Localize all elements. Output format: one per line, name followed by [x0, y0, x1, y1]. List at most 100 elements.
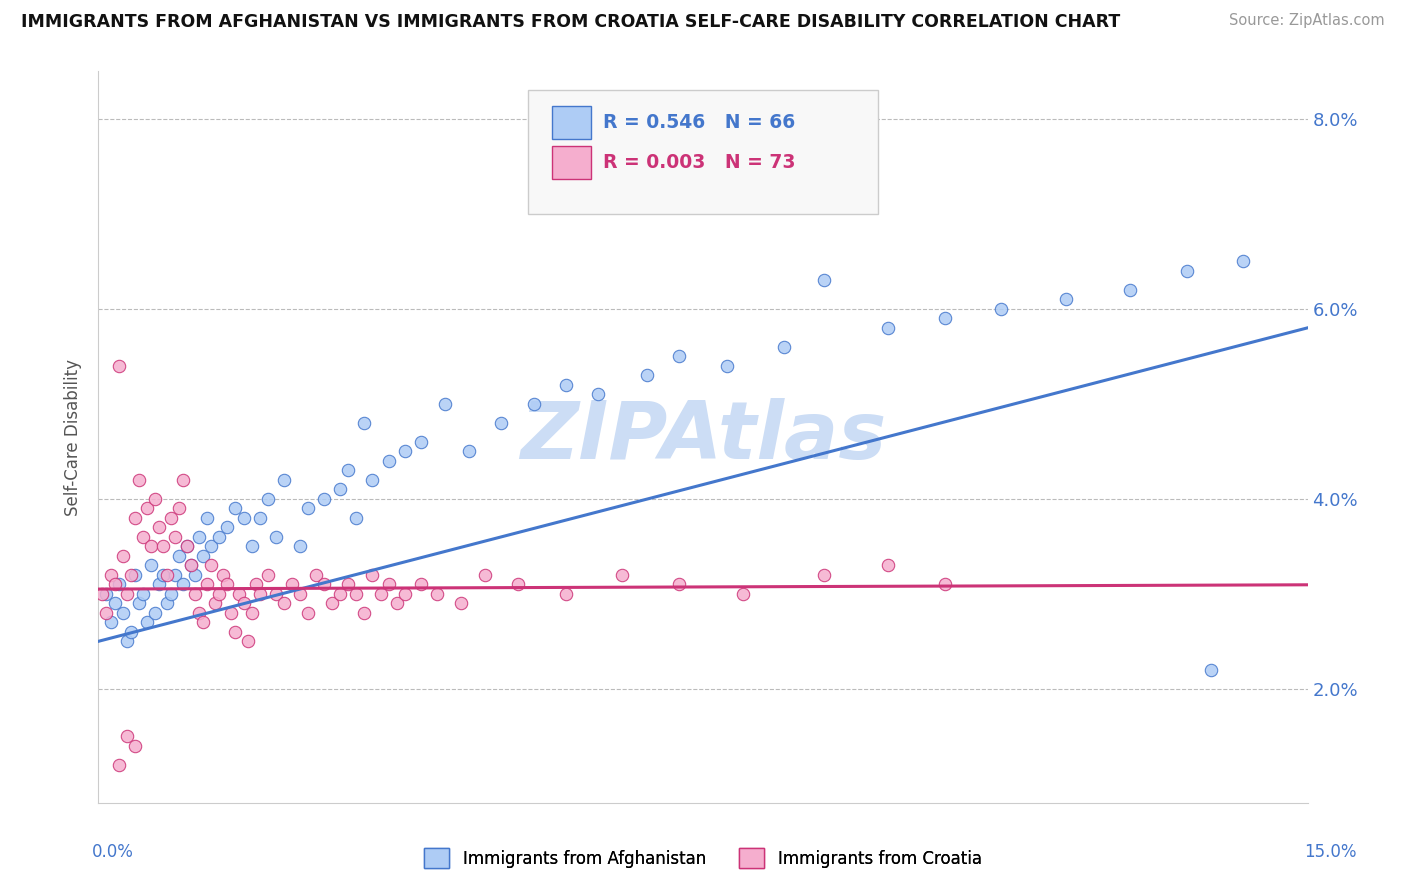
Point [506, 577, 529, 591]
Point [120, 567, 142, 582]
Point [128, 473, 150, 487]
Text: IMMIGRANTS FROM AFGHANISTAN VS IMMIGRANTS FROM CROATIA SELF-CARE DISABILITY CORR: IMMIGRANTS FROM AFGHANISTAN VS IMMIGRANT… [21, 13, 1121, 31]
Point [264, 587, 287, 601]
Point [176, 539, 198, 553]
Point [256, 567, 278, 582]
Point [124, 511, 146, 525]
Point [434, 397, 457, 411]
Point [139, 558, 162, 573]
Point [990, 301, 1012, 316]
Point [273, 596, 295, 610]
Point [409, 434, 432, 449]
Text: ZIPAtlas: ZIPAtlas [520, 398, 886, 476]
Legend: Immigrants from Afghanistan, Immigrants from Croatia: Immigrants from Afghanistan, Immigrants … [418, 841, 988, 875]
FancyBboxPatch shape [551, 106, 591, 139]
Point [555, 587, 578, 601]
Point [329, 483, 352, 497]
Point [111, 606, 134, 620]
Point [236, 634, 259, 648]
Point [132, 530, 155, 544]
Point [221, 606, 243, 620]
Point [256, 491, 278, 506]
Point [195, 511, 218, 525]
Point [143, 606, 166, 620]
Point [370, 587, 392, 601]
Point [115, 729, 138, 743]
Point [523, 397, 546, 411]
Point [160, 587, 183, 601]
Point [409, 577, 432, 591]
Point [167, 549, 190, 563]
Point [1232, 254, 1254, 268]
Point [160, 511, 183, 525]
Point [107, 757, 129, 772]
Point [288, 539, 311, 553]
Point [249, 587, 271, 601]
Point [314, 491, 336, 506]
Point [224, 624, 246, 639]
Point [353, 606, 375, 620]
Point [385, 596, 408, 610]
Text: R = 0.546   N = 66: R = 0.546 N = 66 [603, 113, 794, 132]
Point [156, 567, 179, 582]
Point [337, 577, 360, 591]
Y-axis label: Self-Care Disability: Self-Care Disability [65, 359, 83, 516]
Point [458, 444, 481, 458]
Point [813, 567, 835, 582]
Point [156, 596, 179, 610]
Point [152, 567, 174, 582]
Point [208, 530, 231, 544]
Point [180, 558, 202, 573]
Point [188, 530, 211, 544]
Point [426, 587, 449, 601]
Point [184, 567, 207, 582]
Point [115, 587, 138, 601]
Point [361, 473, 384, 487]
Point [217, 577, 239, 591]
Point [172, 577, 194, 591]
Point [273, 473, 295, 487]
Point [193, 615, 215, 630]
Point [934, 311, 956, 326]
Point [288, 587, 311, 601]
Point [668, 577, 690, 591]
Point [204, 596, 226, 610]
Point [163, 567, 186, 582]
Point [1119, 283, 1142, 297]
Point [120, 624, 142, 639]
Point [934, 577, 956, 591]
Point [195, 577, 218, 591]
Point [297, 606, 319, 620]
Point [172, 473, 194, 487]
Point [586, 387, 609, 401]
Point [329, 587, 352, 601]
Point [124, 739, 146, 753]
Point [100, 615, 122, 630]
Point [148, 520, 170, 534]
Point [128, 596, 150, 610]
Point [281, 577, 304, 591]
Point [305, 567, 328, 582]
Point [264, 530, 287, 544]
Point [103, 596, 125, 610]
Point [139, 539, 162, 553]
Point [772, 340, 794, 354]
Point [353, 416, 375, 430]
Point [232, 596, 254, 610]
Point [91, 587, 114, 601]
Point [240, 606, 263, 620]
Point [474, 567, 496, 582]
Point [555, 377, 578, 392]
Point [344, 511, 367, 525]
Point [193, 549, 215, 563]
Point [212, 567, 235, 582]
Point [152, 539, 174, 553]
Text: R = 0.003   N = 73: R = 0.003 N = 73 [603, 153, 796, 172]
Text: 0.0%: 0.0% [91, 843, 134, 861]
Point [180, 558, 202, 573]
Point [103, 577, 125, 591]
Point [877, 558, 900, 573]
Point [337, 463, 360, 477]
Point [1054, 293, 1077, 307]
Point [200, 558, 222, 573]
